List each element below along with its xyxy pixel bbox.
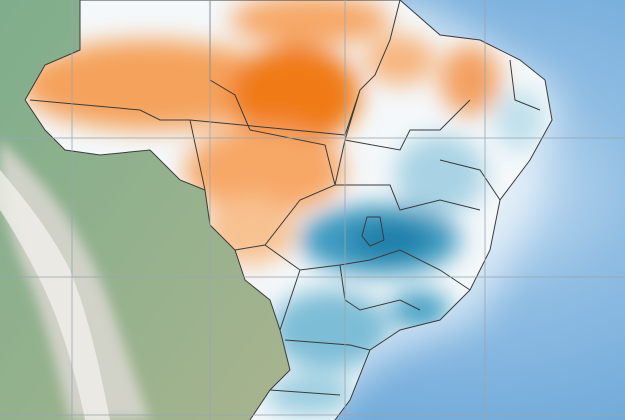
state-border	[269, 339, 371, 396]
state-border	[29, 99, 346, 136]
andes	[0, 140, 150, 420]
andes-ridge	[0, 170, 110, 420]
borders	[24, 0, 553, 420]
state-border	[264, 244, 471, 331]
state-border	[234, 129, 481, 251]
district-border	[361, 216, 385, 247]
state-border	[439, 59, 541, 201]
